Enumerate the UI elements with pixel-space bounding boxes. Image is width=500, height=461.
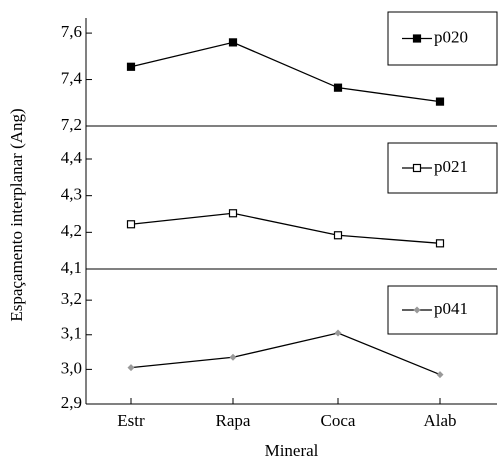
marker xyxy=(127,364,135,372)
line xyxy=(130,212,441,244)
x-axis-label: Mineral xyxy=(265,441,319,460)
y-tick-label: 4,3 xyxy=(61,185,82,204)
y-tick-label: 4,4 xyxy=(61,148,83,167)
legend-label: p021 xyxy=(434,157,468,176)
y-axis-label: Espaçamento interplanar (Ang) xyxy=(7,108,26,321)
line xyxy=(130,41,441,103)
marker xyxy=(126,62,136,71)
marker xyxy=(228,209,238,218)
legend-box xyxy=(387,11,498,66)
marker xyxy=(229,353,237,361)
x-tick-label: Alab xyxy=(423,411,456,430)
marker xyxy=(412,163,422,173)
x-tick-label: Estr xyxy=(117,411,145,430)
marker xyxy=(435,97,445,106)
y-tick-label: 2,9 xyxy=(61,393,82,412)
marker xyxy=(333,83,343,92)
marker xyxy=(333,231,343,240)
x-tick-label: Coca xyxy=(321,411,356,430)
legend-label: p020 xyxy=(434,27,468,46)
y-tick-label: 3,2 xyxy=(61,289,82,308)
y-tick-label: 7,2 xyxy=(61,115,82,134)
marker xyxy=(413,306,421,314)
marker xyxy=(412,34,422,43)
y-tick-label: 7,6 xyxy=(61,22,82,41)
marker xyxy=(334,329,342,337)
legend-box xyxy=(387,142,498,194)
marker xyxy=(435,239,445,248)
y-tick-label: 7,4 xyxy=(61,68,83,87)
y-tick-label: 4,2 xyxy=(61,221,82,240)
legend-label: p041 xyxy=(434,299,468,318)
y-tick-label: 4,1 xyxy=(61,258,82,277)
marker xyxy=(126,220,136,229)
marker xyxy=(436,371,444,379)
line xyxy=(130,332,441,376)
marker xyxy=(228,38,238,47)
x-tick-label: Rapa xyxy=(216,411,251,430)
y-tick-label: 3,1 xyxy=(61,324,82,343)
legend-box xyxy=(387,285,498,335)
y-tick-label: 3,0 xyxy=(61,358,82,377)
